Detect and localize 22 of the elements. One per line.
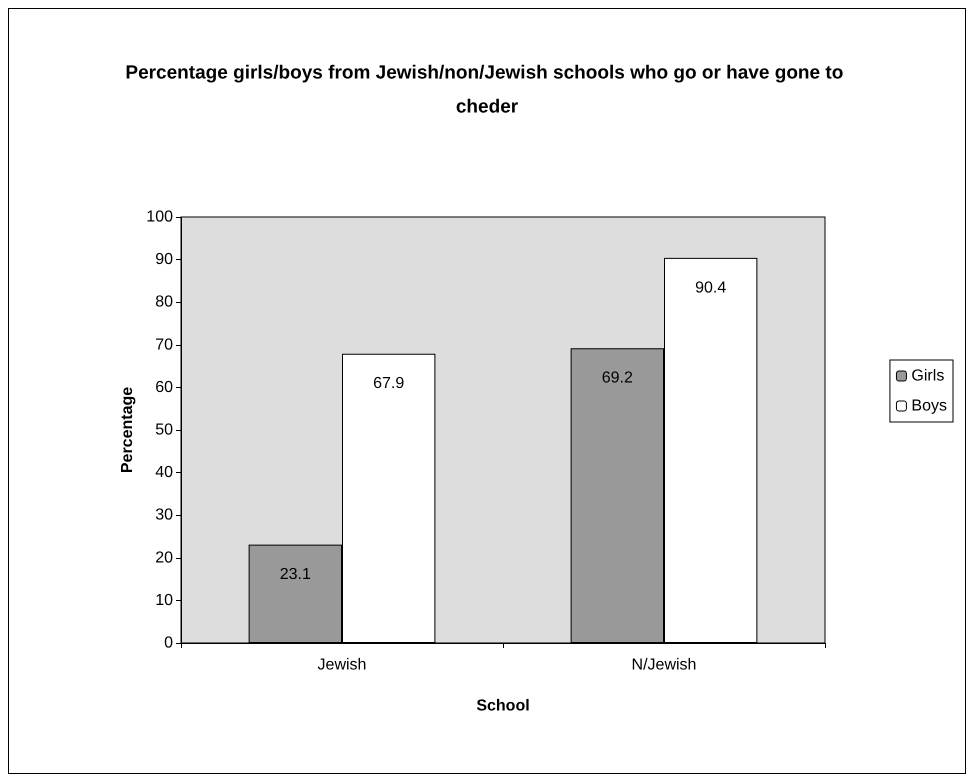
y-tick-label: 90 [155,251,174,268]
legend-label: Boys [911,398,948,414]
legend-label: Girls [911,368,944,384]
y-tick-label: 100 [146,208,174,226]
y-tick-label: 50 [155,422,174,438]
x-tick-label: Jewish [318,656,366,674]
y-tick-label: 60 [155,378,174,396]
y-tick-label: 0 [164,634,174,652]
x-axis-title: School [476,698,530,714]
y-tick-label: 40 [155,464,174,482]
y-axis-title: Percentage [118,386,136,474]
y-tick-label: 80 [155,294,174,311]
data-label: 67.9 [373,375,404,392]
data-label: 23.1 [280,566,311,584]
chart-title: Percentage girls/boys from Jewish/non/Jewish schools who go or have gone to cheder [125,62,849,118]
y-tick-label: 70 [155,336,174,354]
data-label: 69.2 [602,370,633,387]
y-tick-label: 20 [155,549,174,566]
y-tick-label: 10 [155,592,174,609]
data-label: 90.4 [695,279,726,296]
y-tick-label: 30 [155,506,174,524]
x-tick-label: N/Jewish [632,656,696,674]
